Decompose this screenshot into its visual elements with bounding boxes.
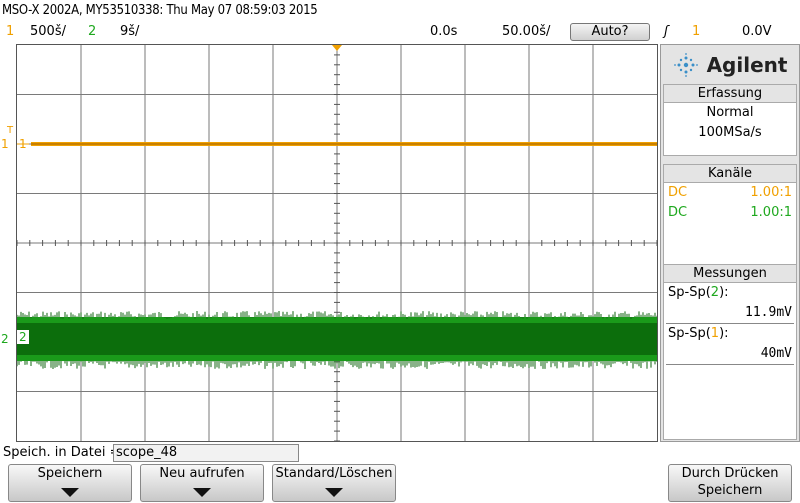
recall-softkey-label: Neu aufrufen <box>159 466 245 481</box>
agilent-logo: Agilent <box>661 47 799 83</box>
window-title: MSO-X 2002A, MY53510338: Thu May 07 08:5… <box>2 3 318 18</box>
ch2-scale[interactable]: 9š/ <box>120 24 140 39</box>
channels-title: Kanäle <box>664 165 796 183</box>
down-arrow-icon <box>61 488 79 497</box>
trigger-channel[interactable]: 1 <box>692 24 701 39</box>
default-erase-softkey-label: Standard/Löschen <box>275 466 393 481</box>
ch2-noise-spikes-bottom <box>17 361 657 369</box>
ch2-noise-core <box>17 323 657 355</box>
sample-rate: 100MSa/s <box>698 125 762 140</box>
ch2-coupling: DC <box>668 205 688 220</box>
file-label: Speich. in Datei = <box>3 445 121 460</box>
agilent-spark-icon <box>673 53 698 77</box>
press-to-save-line2: Speichern <box>697 483 763 498</box>
ch2-noise-spikes-top <box>17 311 657 319</box>
ch2-info-row: DC 1.00:1 <box>664 203 796 223</box>
down-arrow-icon <box>325 488 343 497</box>
trigger-level[interactable]: 0.0V <box>742 24 772 39</box>
ch1-probe: 1.00:1 <box>750 185 792 200</box>
ch1-coupling: DC <box>668 185 688 200</box>
side-panel: Agilent Erfassung Normal 100MSa/s Kanäle… <box>660 44 800 442</box>
timebase[interactable]: 50.00š/ <box>502 24 551 39</box>
ch2-number[interactable]: 2 <box>88 24 97 39</box>
trigger-position-marker <box>332 45 342 51</box>
trigger-edge-icon: ʃ <box>664 24 669 39</box>
status-bar: 1 500š/ 2 9š/ 0.0s 50.00š/ ʃ 1 0.0V <box>0 22 800 42</box>
press-to-save-softkey[interactable]: Durch Drücken Speichern <box>668 464 792 502</box>
down-arrow-icon <box>193 488 211 497</box>
file-name-field[interactable]: scope_48 <box>113 444 299 462</box>
ch1-info-row: DC 1.00:1 <box>664 183 796 203</box>
acquisition-title: Erfassung <box>664 85 796 103</box>
recall-softkey[interactable]: Neu aufrufen <box>140 464 264 502</box>
meas1-value: 11.9mV <box>745 305 792 320</box>
press-to-save-line1: Durch Drücken <box>681 466 779 481</box>
measurements-title: Messungen <box>664 265 796 283</box>
meas-divider <box>666 323 794 324</box>
ch1-scale[interactable]: 500š/ <box>30 24 66 39</box>
auto-button[interactable]: Auto? <box>570 23 650 41</box>
measurements-section[interactable]: Messungen Sp-Sp(2): 11.9mV Sp-Sp(1): 40m… <box>663 264 797 440</box>
meas-divider-2 <box>666 364 794 365</box>
save-softkey[interactable]: Speichern <box>8 464 132 502</box>
meas1-label: Sp-Sp(2): <box>668 285 729 300</box>
ch1-ground-marker[interactable]: 1 <box>1 137 9 151</box>
waveform-grid <box>17 45 657 441</box>
ch2-trace-label: 2 <box>17 330 29 344</box>
ch1-trace-label: 1 <box>19 137 27 151</box>
softkey-bar: Speich. in Datei = scope_48 Speichern Ne… <box>0 442 800 503</box>
waveform-display[interactable] <box>16 44 658 442</box>
meas2-label: Sp-Sp(1): <box>668 326 729 341</box>
save-softkey-label: Speichern <box>37 466 103 481</box>
time-offset[interactable]: 0.0s <box>430 24 458 39</box>
ch2-ground-marker[interactable]: 2 <box>1 332 9 346</box>
ch1-number[interactable]: 1 <box>6 24 15 39</box>
default-erase-softkey[interactable]: Standard/Löschen <box>272 464 396 502</box>
acquisition-mode: Normal <box>706 105 754 120</box>
meas2-value: 40mV <box>760 346 792 361</box>
trigger-marker-t: T <box>7 125 14 136</box>
logo-text: Agilent <box>706 53 788 77</box>
ch2-probe: 1.00:1 <box>750 205 792 220</box>
acquisition-section[interactable]: Erfassung Normal 100MSa/s <box>663 84 797 156</box>
